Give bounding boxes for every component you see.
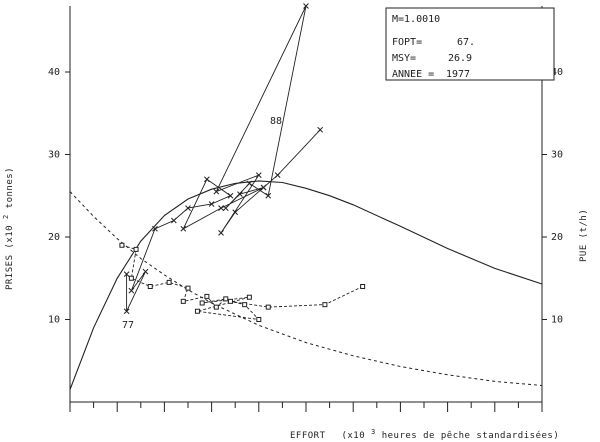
left-y-tick-label: 10: [48, 315, 60, 326]
pue-point: [147, 284, 153, 289]
pue-point: [223, 296, 229, 302]
pue-point: [119, 242, 125, 248]
series-layer: [69, 3, 543, 390]
pue-point: [204, 293, 210, 299]
catch-point: [317, 126, 324, 133]
info-annee-label: ANNEE =: [392, 69, 434, 80]
catch-point: [123, 271, 130, 277]
catch-point: [303, 3, 309, 9]
x-axis-title-main: EFFORT: [290, 431, 326, 441]
catch-point: [170, 217, 177, 224]
left-y-tick-label: 40: [48, 67, 60, 78]
pue-point: [180, 298, 186, 304]
catch-point: [180, 225, 187, 232]
info-box: M=1.0010 FOPT= 67. MSY= 26.9 ANNEE = 197…: [385, 7, 555, 81]
pue-point: [360, 284, 366, 289]
catch-point: [246, 180, 253, 187]
pue-point: [227, 298, 233, 304]
pue-point: [166, 279, 172, 285]
pue-point: [256, 317, 262, 322]
info-msy-label: MSY=: [392, 53, 416, 64]
left-y-axis-title-rest: tonnes): [5, 167, 15, 208]
left-y-axis: 10 20 30 40: [48, 67, 70, 326]
catch-point: [142, 268, 149, 275]
info-msy-value: 26.9: [448, 53, 472, 64]
catch-point: [218, 205, 224, 211]
catch-point: [274, 172, 281, 178]
right-y-axis-title: PUE (t/h): [579, 209, 589, 262]
pue-point: [265, 304, 271, 310]
catch-point: [227, 192, 234, 199]
catch-point: [123, 308, 130, 315]
right-y-axis: 10 20 30 40: [542, 67, 563, 326]
right-y-tick-label: 10: [551, 315, 563, 326]
catch-point: [208, 201, 215, 207]
right-y-tick-label: 20: [551, 232, 563, 243]
info-fopt-value: 67.: [457, 37, 475, 48]
pue-point: [199, 300, 205, 306]
pue-trajectory-line: [121, 244, 363, 321]
catch-point: [152, 225, 158, 232]
x-axis-title: EFFORT (x10 3 heures de pêche standardis…: [290, 427, 559, 441]
catch-point: [204, 176, 210, 183]
left-y-axis-title-exp: 2: [2, 214, 10, 219]
catch-point: [255, 172, 262, 178]
pue-point: [128, 275, 134, 281]
pue-point: [194, 308, 200, 314]
info-line-1: M=1.0010: [392, 14, 440, 25]
x-axis-title-rest: heures de pêche standardisées): [382, 430, 560, 441]
catch-point: [265, 192, 272, 199]
catch-point: [213, 188, 220, 195]
left-y-axis-title-main: PRISES (x10: [5, 225, 15, 290]
pue-point: [322, 302, 328, 308]
label-start-year: 77: [122, 320, 134, 331]
catch-point: [260, 184, 267, 191]
pue-point: [246, 294, 252, 300]
label-end-year: 88: [270, 116, 282, 127]
pue-point: [242, 302, 248, 308]
left-y-tick-label: 20: [48, 232, 60, 243]
pue-point: [133, 246, 139, 252]
info-annee-value: 1977: [446, 69, 470, 80]
left-y-tick-label: 30: [48, 150, 60, 161]
info-box-border: [385, 7, 555, 81]
info-fopt-label: FOPT=: [392, 37, 422, 48]
left-y-axis-title: PRISES (x10 2 tonnes): [1, 167, 15, 290]
catch-point: [222, 205, 229, 211]
catch-point: [237, 191, 243, 197]
pue-point: [213, 304, 219, 310]
right-y-tick-label: 40: [551, 67, 563, 78]
pue-curve: [69, 191, 543, 386]
catch-trajectory-line: [126, 5, 321, 312]
production-curve: [69, 180, 543, 390]
catch-point: [128, 287, 135, 294]
x-axis-ticks: [69, 402, 543, 412]
catch-point: [232, 209, 239, 216]
catch-point: [218, 230, 224, 236]
right-y-tick-label: 30: [551, 150, 563, 161]
x-axis-title-exp: 3: [371, 428, 376, 436]
x-axis-title-unit: (x10: [341, 431, 365, 441]
catch-point: [185, 205, 191, 211]
pue-point: [185, 285, 191, 291]
